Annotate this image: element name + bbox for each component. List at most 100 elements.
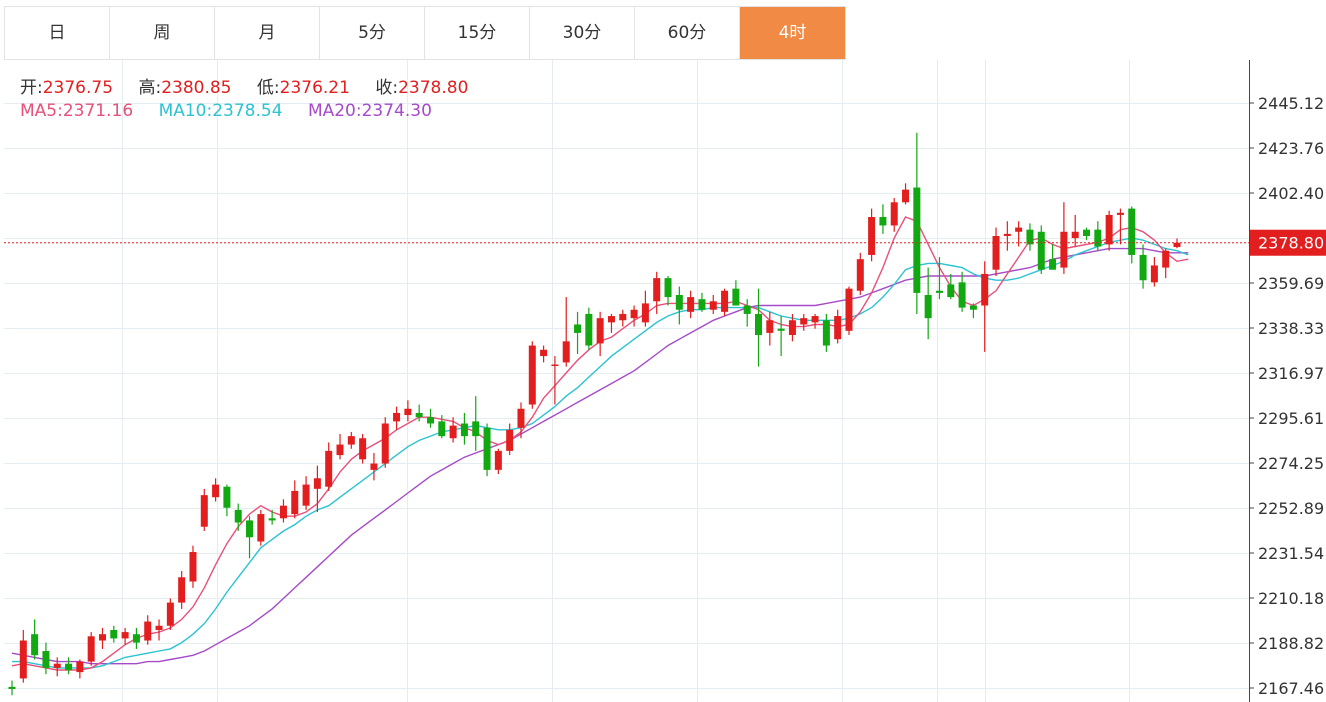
ma-lines (11, 216, 1189, 671)
candle-body (234, 509, 242, 523)
candle (732, 280, 740, 306)
candle-body (404, 408, 412, 416)
candle-body (822, 320, 830, 346)
candle-body (721, 290, 729, 312)
candle (641, 290, 649, 327)
candle-body (98, 634, 106, 641)
tick-label: 2445.12 (1258, 94, 1324, 113)
tick-label: 2359.69 (1258, 274, 1324, 293)
candle (721, 288, 729, 317)
high-label: 高: (138, 78, 162, 98)
tick-label: 2188.82 (1258, 634, 1324, 653)
candle (506, 423, 514, 456)
tab-15min[interactable]: 15分 (425, 7, 530, 59)
tab-month[interactable]: 月 (215, 7, 320, 59)
candle (664, 276, 672, 306)
tick-label: 2167.46 (1258, 679, 1324, 698)
candle-body (1094, 229, 1102, 247)
candle-body (87, 636, 95, 662)
candle (755, 288, 763, 367)
candle (132, 627, 140, 649)
candle-body (551, 364, 559, 367)
candle-body (574, 324, 582, 333)
candle-body (1037, 231, 1045, 270)
last-price-badge (1250, 229, 1326, 256)
candle-body (935, 290, 943, 293)
ma5-label: MA5: (20, 101, 63, 121)
candle (958, 271, 966, 312)
tab-day[interactable]: 日 (5, 7, 110, 59)
tab-week[interactable]: 周 (110, 7, 215, 59)
close-value: 2378.80 (398, 78, 469, 98)
tab-4hour[interactable]: 4时 (740, 7, 845, 59)
candle (189, 545, 197, 588)
candle (1071, 214, 1079, 247)
candle-body (393, 412, 401, 422)
candle (822, 313, 830, 352)
candle (121, 627, 129, 645)
candle-body (562, 341, 570, 363)
candle (415, 404, 423, 422)
candle-body (1003, 233, 1011, 236)
candle (528, 341, 536, 409)
candle-body (302, 484, 310, 506)
candlestick-chart[interactable]: 2445.122423.762402.402381.042359.692338.… (0, 60, 1326, 702)
candle (223, 484, 231, 517)
candle (777, 316, 785, 357)
candle (969, 303, 977, 319)
candle (155, 619, 163, 641)
candle-body (845, 288, 853, 331)
candle-body (381, 423, 389, 464)
candle-body (924, 294, 932, 319)
candle-body (212, 484, 220, 498)
candles (8, 132, 1181, 696)
candle (811, 313, 819, 329)
tab-30min[interactable]: 30分 (530, 7, 635, 59)
candle (144, 615, 152, 645)
candle (1060, 202, 1068, 274)
tab-60min[interactable]: 60分 (635, 7, 740, 59)
candle (1037, 225, 1045, 274)
candle-body (155, 625, 163, 630)
candle (834, 309, 842, 344)
candle-body (879, 217, 887, 226)
low-value: 2376.21 (279, 78, 350, 98)
candle-body (291, 490, 299, 515)
candle-body (178, 577, 186, 603)
candle (1128, 206, 1136, 264)
candle-body (438, 421, 446, 437)
candle (212, 478, 220, 502)
candle (981, 261, 989, 352)
candle (110, 625, 118, 643)
price-axis: 2445.122423.762402.402381.042359.692338.… (4, 60, 1326, 702)
candle (98, 627, 106, 649)
tick-label: 2316.97 (1258, 364, 1324, 383)
tab-5min[interactable]: 5分 (320, 7, 425, 59)
high-value: 2380.85 (161, 78, 232, 98)
candle (574, 311, 582, 354)
candle (1162, 248, 1170, 279)
candle-body (902, 189, 910, 203)
candle (630, 305, 638, 327)
candle (449, 417, 457, 443)
tick-label: 2295.61 (1258, 409, 1324, 428)
candle-body (675, 294, 683, 310)
candle-body (958, 282, 966, 308)
ma20-value: 2374.30 (361, 101, 432, 121)
candle (325, 442, 333, 491)
candle (653, 271, 661, 314)
candle-body (1105, 214, 1113, 245)
candle (166, 598, 174, 630)
tick-label: 2402.40 (1258, 184, 1324, 203)
candle-body (65, 663, 73, 671)
candle-body (166, 602, 174, 626)
candle-body (913, 187, 921, 293)
candle (1015, 221, 1023, 247)
candle (438, 415, 446, 439)
chart-grid (4, 60, 1249, 702)
candle-body (268, 518, 276, 521)
ma-legend: MA5:2371.16 MA10:2378.54 MA20:2374.30 (20, 101, 432, 121)
candle (381, 417, 389, 468)
candle (347, 431, 355, 449)
candle-body (246, 520, 254, 538)
